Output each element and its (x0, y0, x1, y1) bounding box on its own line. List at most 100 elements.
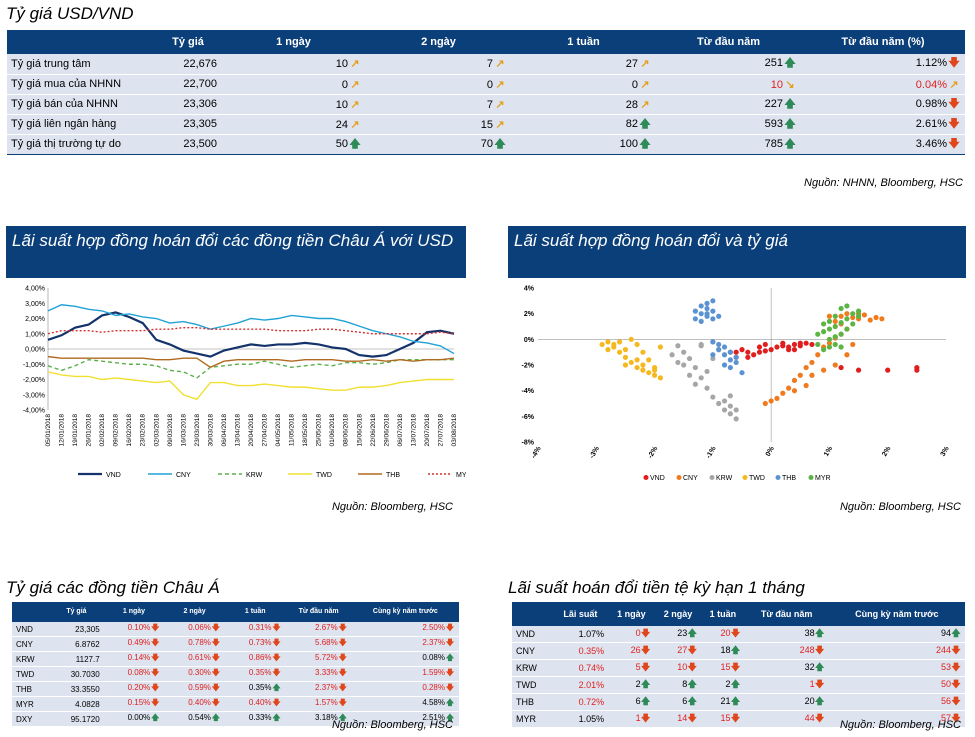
currency-label: TWD (12, 666, 50, 682)
x-tick-label: 2% (881, 445, 893, 458)
legend-swatch (775, 475, 781, 480)
currency-label-value: VND (516, 629, 536, 639)
x-tick-label: 22/06/2018 (370, 414, 377, 447)
scatter-point-krw (710, 394, 716, 400)
swap-source: Nguồn: Bloomberg, HSC (839, 719, 961, 731)
series-line-thb (47, 355, 455, 369)
two-day-cell-value: 0.40% (188, 698, 211, 707)
rate-cell: 23,306 (155, 94, 221, 115)
scatter-point-twd (611, 341, 617, 348)
scatter-point-myr (850, 311, 856, 317)
ytd-cell-value: 5.72% (315, 653, 338, 662)
scatter-point-cny (826, 313, 833, 319)
scatter-point-krw (681, 362, 687, 368)
down-arrow-icon: 🡇 (641, 662, 651, 672)
scatter-point-thb (698, 311, 704, 317)
ytd-cell-value: 38 (804, 628, 815, 638)
down-arrow-icon: 🡇 (272, 698, 281, 707)
one-week-cell-value: 0.33% (248, 713, 272, 722)
scatter-point-vnd (768, 347, 774, 353)
scatter-point-thb (727, 357, 733, 363)
column-header: 1 tuần (701, 602, 745, 626)
one-day-cell-value: 0.49% (127, 638, 151, 647)
scatter-point-vnd (786, 347, 792, 353)
scatter-point-cny (786, 385, 792, 391)
usdvnd-table: Tỷ giá 1 ngày 2 ngày 1 tuần Từ đầu năm Từ đầu… (7, 30, 965, 155)
one-week-cell-value: 27 (625, 58, 638, 71)
scatter-point-myr (838, 331, 844, 337)
scatter-point-krw (727, 393, 733, 399)
one-day-cell: 0🡇 (608, 626, 655, 643)
down-arrow-icon: 🡇 (151, 698, 160, 707)
row-label-value: Tỷ giá mua của NHNN (11, 78, 122, 90)
ytd-cell-value: 593 (764, 117, 783, 130)
one-day-cell-value: 10 (335, 98, 348, 111)
down-arrow-icon: 🡇 (641, 628, 651, 638)
scatter-point-myr (855, 308, 862, 314)
one-day-cell-value: 2 (635, 679, 641, 689)
currency-label-value: DXY (16, 714, 33, 724)
scatter-point-cny (809, 359, 815, 366)
scatter-point-krw (704, 368, 710, 375)
two-day-cell-value: 0.54% (188, 713, 211, 722)
column-header: 2 ngày (654, 602, 702, 626)
table-row: KRW 1127.7 0.14%🡇 0.61%🡇 0.86%🡇 5.72%🡇 0.08%🡅 (12, 651, 459, 667)
one-week-cell: 0.31%🡇 (224, 622, 286, 637)
scatter-point-krw (721, 398, 728, 404)
y-tick-label: -3,00% (23, 392, 45, 399)
legend-label: THB (782, 475, 796, 482)
scatter-point-cny (791, 388, 798, 394)
x-tick-label: -4% (530, 445, 543, 460)
scatter-point-krw (675, 359, 681, 366)
column-header: 1 ngày (103, 602, 165, 622)
rate-cell: 4.0828 (49, 696, 104, 712)
column-header (12, 602, 50, 622)
x-tick-label: 02/03/2018 (153, 414, 160, 447)
scatter-point-vnd (774, 344, 780, 350)
scatter-point-vnd (803, 340, 809, 346)
down-arrow-icon: 🡇 (151, 668, 160, 677)
two-day-cell: 6🡅 (654, 693, 702, 711)
two-day-cell-value: 23 (677, 628, 688, 638)
down-arrow-icon: 🡇 (641, 713, 651, 723)
one-day-cell-value: 0.00% (127, 713, 151, 722)
rate-cell: 33.3550 (49, 681, 104, 697)
yoy-cell-value: 0.08% (422, 653, 445, 662)
one-week-cell: 0.35%🡅 (224, 681, 286, 697)
row-label: Tỷ giá bán của NHNN (7, 94, 155, 115)
scatter-point-vnd (762, 348, 768, 354)
rate-cell: 95.1720 (49, 711, 104, 727)
currency-label: MYR (512, 710, 553, 728)
scatter-point-thb (727, 349, 733, 355)
scatter-point-cny (826, 340, 833, 346)
yoy-cell-value: 57 (940, 713, 951, 723)
scatter-point-thb (721, 352, 728, 358)
row-label: Tỷ giá mua của NHNN (7, 74, 155, 95)
one-week-cell-value: 15 (720, 713, 731, 723)
scatter-point-thb (710, 339, 716, 345)
x-tick-label: 20/07/2018 (424, 414, 431, 447)
scatter-point-krw (727, 411, 733, 417)
x-tick-label: 06/04/2018 (221, 414, 228, 447)
one-week-cell-value: 0.35% (248, 683, 272, 692)
rate-cell: 0.35% (552, 642, 609, 660)
y-tick-label: 2,00% (25, 316, 45, 323)
ytd-cell: 38🡅 (744, 626, 829, 643)
scatter-point-krw (698, 343, 704, 349)
rate-cell: 0.74% (552, 659, 609, 677)
down-arrow-icon: 🡇 (211, 698, 220, 707)
ytd-cell: 1🡇 (744, 676, 829, 694)
ytd-cell: 2.37%🡇 (285, 681, 352, 697)
scatter-point-myr (844, 316, 850, 322)
rate-cell: 1127.7 (49, 651, 104, 667)
two-day-cell-value: 0.61% (188, 653, 211, 662)
rate-cell: 1.07% (552, 626, 609, 643)
down-arrow-icon: 🡇 (338, 653, 347, 662)
scatter-point-twd (628, 336, 634, 342)
one-week-cell: 0.33%🡅 (224, 711, 286, 727)
ytd-percent-cell: 2.61%🡇 (801, 114, 965, 135)
up-arrow-icon: 🡅 (815, 696, 825, 706)
one-day-cell-value: 1 (635, 713, 641, 723)
y-tick-label: 0% (524, 337, 535, 344)
rate-cell-value: 1127.7 (75, 654, 100, 664)
